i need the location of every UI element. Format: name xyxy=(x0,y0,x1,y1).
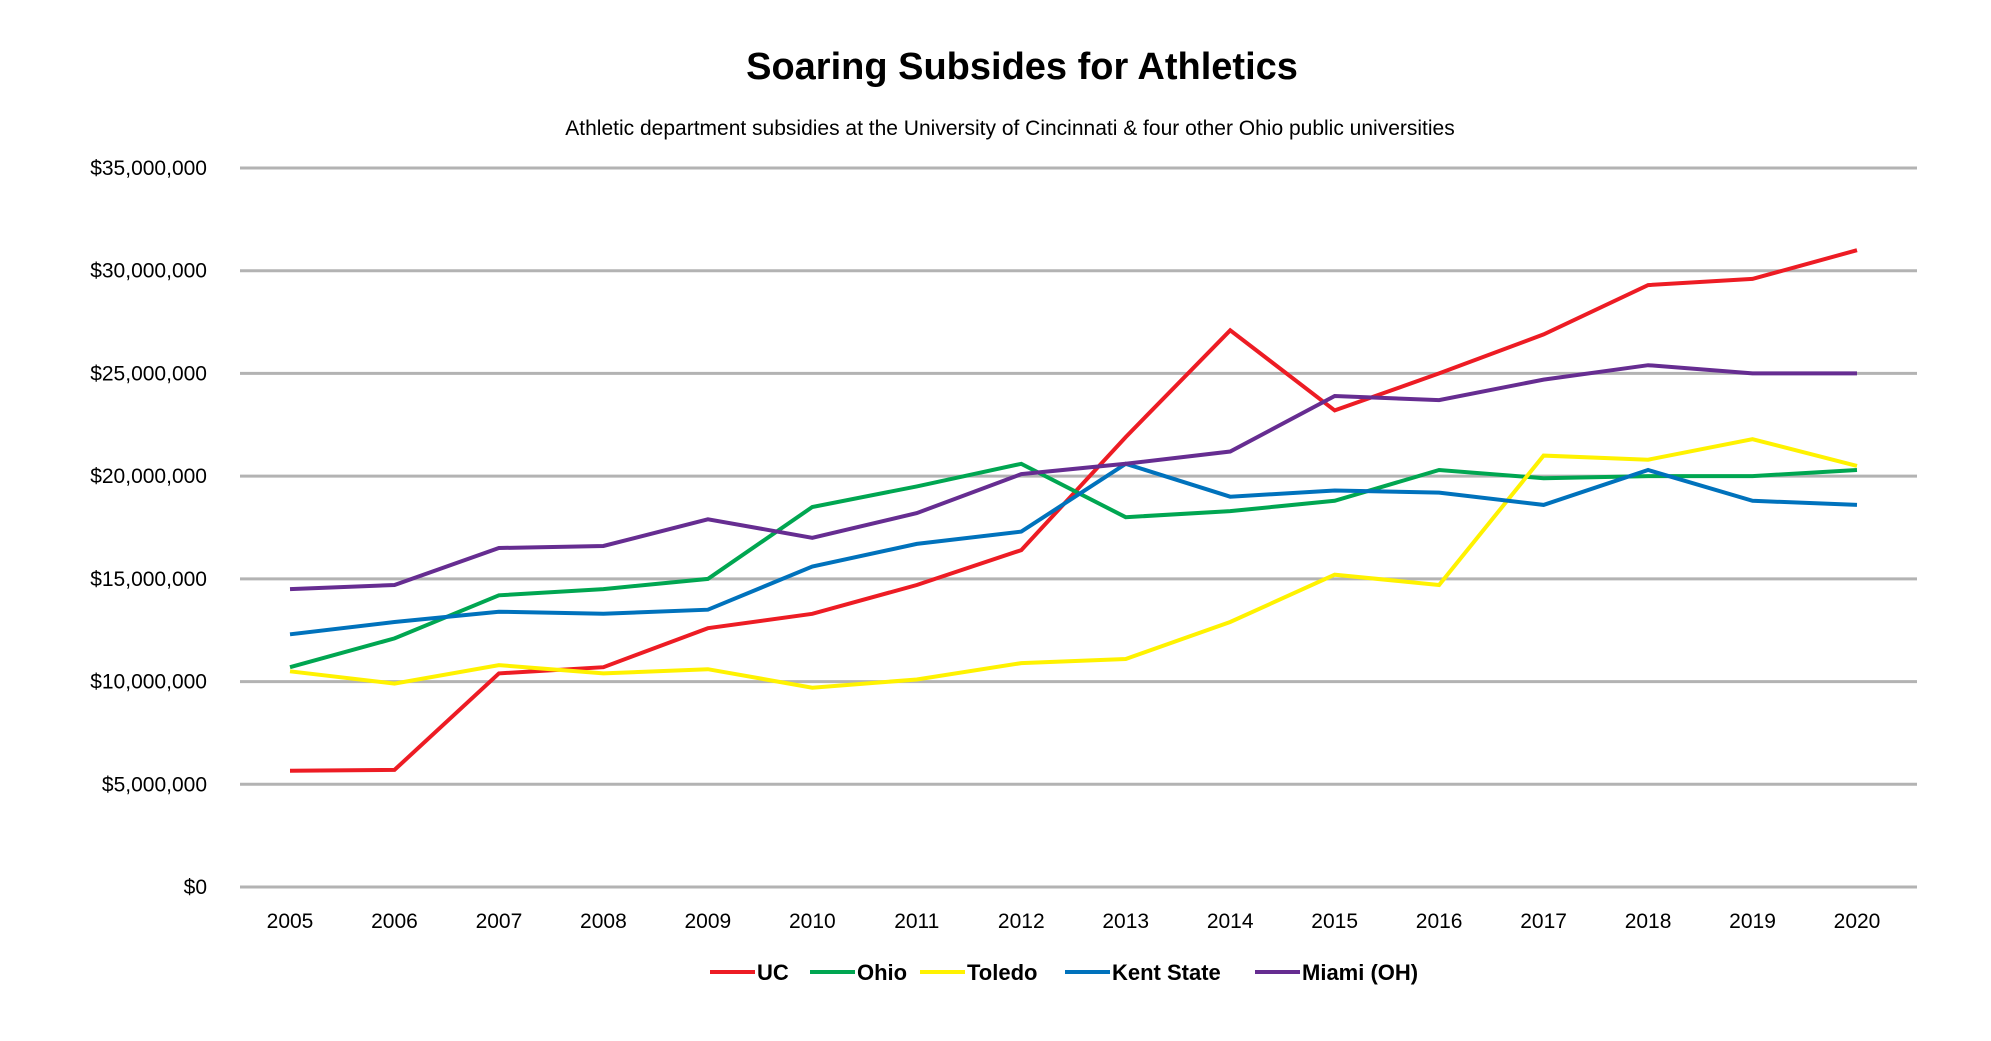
y-tick-label: $35,000,000 xyxy=(90,157,207,180)
chart-subtitle: Athletic department subsidies at the Uni… xyxy=(565,117,1454,140)
series-line-kent-state xyxy=(289,461,1858,637)
legend: UC Ohio Toledo Kent State Miami (OH) xyxy=(710,960,1418,985)
y-tick-label: $15,000,000 xyxy=(90,568,207,591)
legend-label: Kent State xyxy=(1112,960,1221,985)
x-tick-label: 2012 xyxy=(998,910,1045,933)
y-tick-label: $30,000,000 xyxy=(90,260,207,283)
y-tick-label: $10,000,000 xyxy=(90,671,207,694)
x-tick-label: 2013 xyxy=(1102,910,1149,933)
x-tick-label: 2016 xyxy=(1416,910,1463,933)
legend-label: Miami (OH) xyxy=(1302,960,1418,985)
x-tick-label: 2008 xyxy=(580,910,627,933)
y-tick-label: $0 xyxy=(184,876,207,899)
x-tick-label: 2014 xyxy=(1207,910,1254,933)
x-axis-ticks: 2005 2006 2007 2008 2009 2010 2011 2012 2013 2014… xyxy=(267,910,1881,933)
x-tick-label: 2007 xyxy=(476,910,523,933)
series-line-miami-oh- xyxy=(289,363,1857,592)
y-axis-ticks: $0 $5,000,000 $10,000,000 $15,000,000 $20,00… xyxy=(90,157,207,899)
x-tick-label: 2010 xyxy=(789,910,836,933)
x-tick-label: 2019 xyxy=(1729,910,1776,933)
gridlines xyxy=(240,166,1917,889)
x-tick-label: 2006 xyxy=(371,910,418,933)
series-line-toledo xyxy=(289,437,1858,690)
y-tick-label: $25,000,000 xyxy=(90,362,207,385)
legend-label: Ohio xyxy=(857,960,907,985)
x-tick-label: 2015 xyxy=(1311,910,1358,933)
x-tick-label: 2018 xyxy=(1625,910,1672,933)
legend-label: UC xyxy=(757,960,789,985)
series-lines xyxy=(289,248,1858,773)
legend-label: Toledo xyxy=(967,960,1037,985)
y-tick-label: $5,000,000 xyxy=(102,773,207,796)
x-tick-label: 2020 xyxy=(1834,910,1881,933)
series-line-uc xyxy=(289,248,1858,773)
x-tick-label: 2005 xyxy=(267,910,314,933)
series-line-ohio xyxy=(289,461,1858,670)
y-tick-label: $20,000,000 xyxy=(90,465,207,488)
x-tick-label: 2011 xyxy=(894,910,939,933)
x-tick-label: 2017 xyxy=(1520,910,1567,933)
chart-title: Soaring Subsides for Athletics xyxy=(746,46,1298,88)
x-tick-label: 2009 xyxy=(685,910,732,933)
